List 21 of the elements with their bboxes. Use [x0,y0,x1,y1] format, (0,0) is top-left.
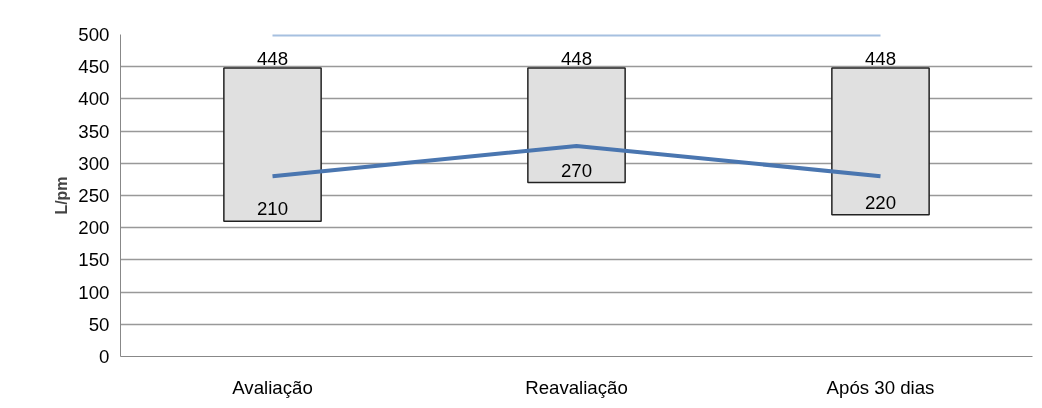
y-tick-label: 200 [78,217,110,239]
x-tick-label: Reavaliação [525,376,628,398]
annotation: 448 [864,47,897,69]
y-tick-label: 50 [88,313,110,335]
annotation: 448 [560,47,593,69]
annotation: 220 [864,191,897,213]
x-tick-label: Avaliação [232,376,313,398]
x-tick-label: Após 30 dias [826,376,935,398]
annotation: 270 [560,159,593,181]
y-tick-label: 0 [99,346,110,367]
y-tick-label: 450 [78,56,110,78]
y-tick-label: 400 [78,88,110,110]
annotation: 210 [256,198,289,220]
y-tick-label: 150 [78,249,110,271]
y-tick-label: 100 [78,281,110,303]
y-tick-label: 250 [78,185,110,206]
y-tick-label: 300 [78,152,110,174]
y-tick-label: 500 [78,24,110,45]
y-tick-label: 350 [78,120,110,142]
y-axis-title: L/pm [53,176,71,215]
annotation: 448 [256,47,289,69]
